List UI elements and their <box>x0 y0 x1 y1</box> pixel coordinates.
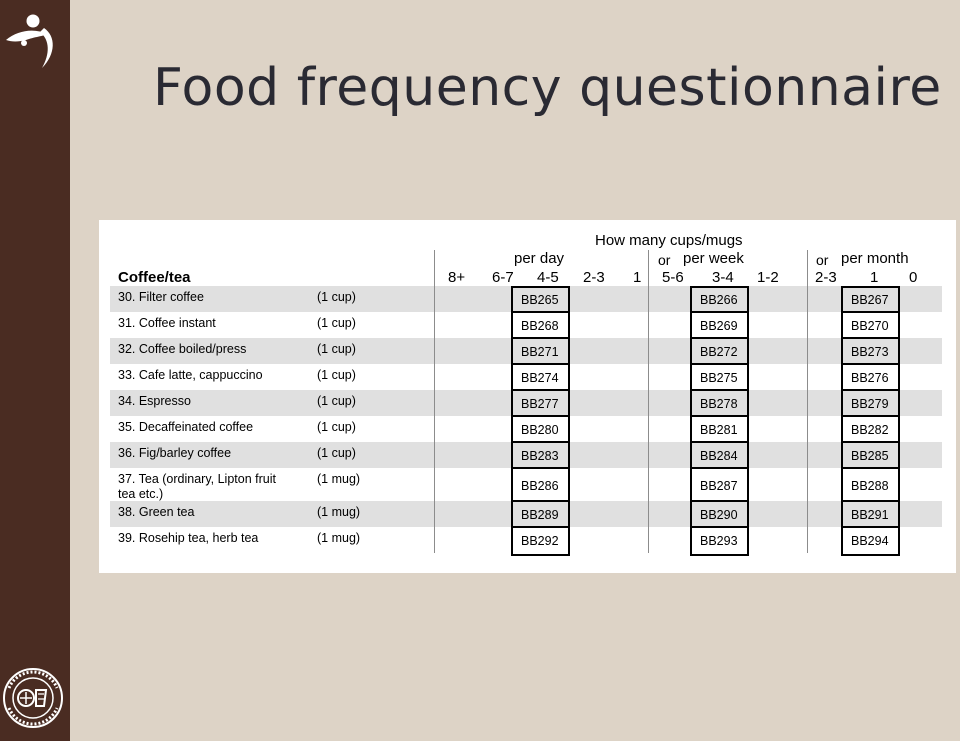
variable-code: BB293 <box>700 534 738 548</box>
variable-code: BB286 <box>521 479 559 493</box>
variable-code: BB270 <box>851 319 889 333</box>
code-column-month <box>841 286 900 556</box>
item-label-line2: tea etc.) <box>118 487 164 501</box>
item-label: 36. Fig/barley coffee <box>118 446 232 460</box>
freq-label: 8+ <box>448 269 466 286</box>
variable-code: BB269 <box>700 319 738 333</box>
variable-code: BB279 <box>851 397 889 411</box>
portion-unit: (1 mug) <box>317 472 361 486</box>
column-divider <box>434 250 435 553</box>
variable-code: BB294 <box>851 534 889 548</box>
freq-label: 1 <box>870 269 879 286</box>
variable-code: BB274 <box>521 371 559 385</box>
variable-code: BB289 <box>521 508 559 522</box>
or-label-month: or <box>816 252 829 268</box>
item-label: 31. Coffee instant <box>118 316 216 330</box>
item-label: 32. Coffee boiled/press <box>118 342 247 356</box>
freq-label: 4-5 <box>537 269 559 286</box>
freq-label: 2-3 <box>815 269 837 286</box>
table-row: 31. Coffee instant (1 cup) <box>110 312 942 338</box>
questionnaire-sheet: How many cups/mugs per day or per week o… <box>99 220 956 573</box>
variable-code: BB291 <box>851 508 889 522</box>
variable-code: BB265 <box>521 293 559 307</box>
variable-code: BB275 <box>700 371 738 385</box>
table-row: 39. Rosehip tea, herb tea (1 mug) <box>110 527 942 553</box>
variable-code: BB266 <box>700 293 738 307</box>
variable-code: BB280 <box>521 423 559 437</box>
variable-code: BB282 <box>851 423 889 437</box>
table-row: 36. Fig/barley coffee (1 cup) <box>110 442 942 468</box>
item-label: 37. Tea (ordinary, Lipton fruit <box>118 472 276 486</box>
table-row: 32. Coffee boiled/press (1 cup) <box>110 338 942 364</box>
item-label: 39. Rosehip tea, herb tea <box>118 531 259 545</box>
freq-label: 1-2 <box>757 269 779 286</box>
variable-code: BB268 <box>521 319 559 333</box>
table-row: 30. Filter coffee (1 cup) <box>110 286 942 312</box>
table-row: 35. Decaffeinated coffee (1 cup) <box>110 416 942 442</box>
freq-label: 1 <box>633 269 642 286</box>
portion-unit: (1 cup) <box>317 316 356 330</box>
or-label-week: or <box>658 252 671 268</box>
column-divider <box>648 250 649 553</box>
portion-unit: (1 cup) <box>317 342 356 356</box>
item-label: 34. Espresso <box>118 394 191 408</box>
table-row: 37. Tea (ordinary, Lipton fruit tea etc.… <box>110 468 942 501</box>
variable-code: BB278 <box>700 397 738 411</box>
variable-code: BB276 <box>851 371 889 385</box>
variable-code: BB273 <box>851 345 889 359</box>
item-label: 30. Filter coffee <box>118 290 204 304</box>
variable-code: BB281 <box>700 423 738 437</box>
variable-code: BB285 <box>851 449 889 463</box>
per-week-label: per week <box>683 250 744 267</box>
variable-code: BB277 <box>521 397 559 411</box>
variable-code: BB267 <box>851 293 889 307</box>
university-figure-logo-icon <box>6 14 53 68</box>
table-row: 33. Cafe latte, cappuccino (1 cup) <box>110 364 942 390</box>
freq-label: 0 <box>909 269 918 286</box>
slide-title: Food frequency questionnaire <box>153 58 942 118</box>
portion-unit: (1 cup) <box>317 368 356 382</box>
item-label: 33. Cafe latte, cappuccino <box>118 368 263 382</box>
portion-unit: (1 mug) <box>317 505 361 519</box>
item-label: 35. Decaffeinated coffee <box>118 420 254 434</box>
per-day-label: per day <box>514 250 565 267</box>
column-divider <box>807 250 808 553</box>
code-column-week <box>690 286 749 556</box>
portion-unit: (1 mug) <box>317 531 361 545</box>
table-row: 38. Green tea (1 mug) <box>110 501 942 527</box>
freq-label: 3-4 <box>712 269 734 286</box>
variable-code: BB284 <box>700 449 738 463</box>
freq-label: 2-3 <box>583 269 605 286</box>
variable-code: BB288 <box>851 479 889 493</box>
table-row: 34. Espresso (1 cup) <box>110 390 942 416</box>
code-column-day <box>511 286 570 556</box>
portion-unit: (1 cup) <box>317 290 356 304</box>
variable-code: BB272 <box>700 345 738 359</box>
variable-code: BB271 <box>521 345 559 359</box>
freq-label: 6-7 <box>492 269 514 286</box>
item-label: 38. Green tea <box>118 505 195 519</box>
variable-code: BB283 <box>521 449 559 463</box>
portion-unit: (1 cup) <box>317 420 356 434</box>
variable-code: BB287 <box>700 479 738 493</box>
portion-unit: (1 cup) <box>317 394 356 408</box>
variable-code: BB292 <box>521 534 559 548</box>
question-header: How many cups/mugs <box>595 232 743 249</box>
university-seal-logo-icon <box>3 668 63 728</box>
per-month-label: per month <box>841 250 909 267</box>
portion-unit: (1 cup) <box>317 446 356 460</box>
section-title: Coffee/tea <box>118 269 191 286</box>
freq-label: 5-6 <box>662 269 684 286</box>
variable-code: BB290 <box>700 508 738 522</box>
sidebar <box>0 0 70 741</box>
